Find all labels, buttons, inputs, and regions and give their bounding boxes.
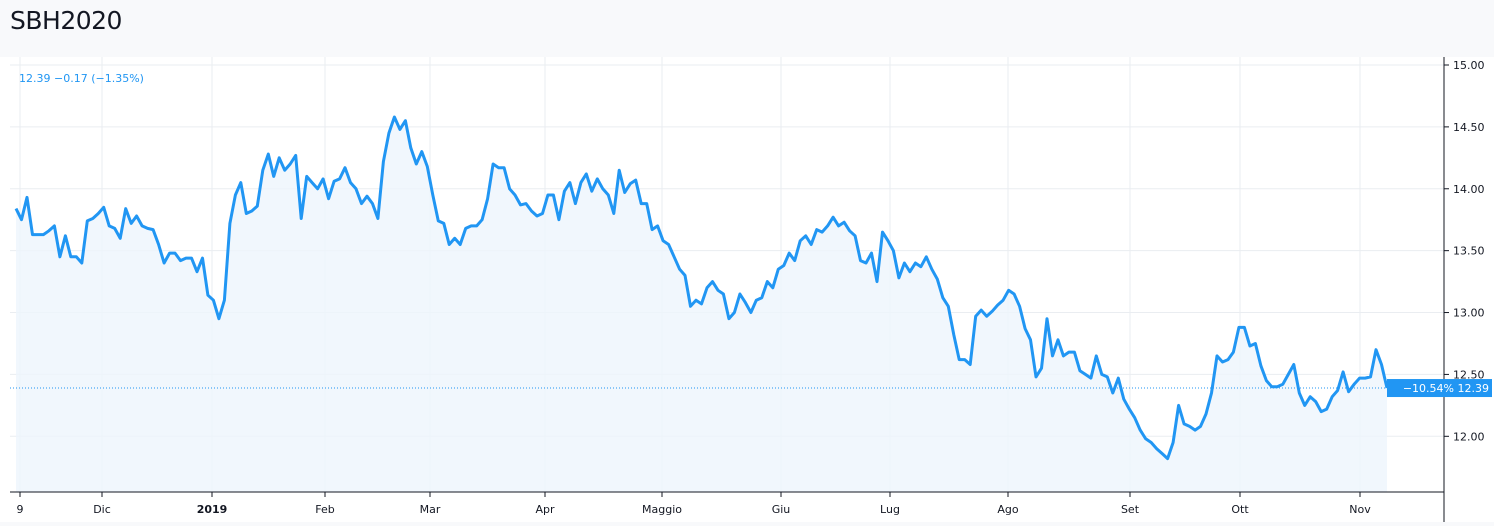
last-price-badge-bg bbox=[1387, 379, 1492, 398]
price-tick-label: 12.50 bbox=[1453, 368, 1485, 381]
time-tick-label: Giu bbox=[772, 503, 791, 516]
last-price-badge-label: −10.54% 12.39 bbox=[1403, 382, 1489, 395]
time-tick-label: Ott bbox=[1231, 503, 1249, 516]
price-legend: 12.39 −0.17 (−1.35%) bbox=[19, 72, 144, 85]
time-tick-label: 9 bbox=[17, 503, 24, 516]
price-tick-label: 13.00 bbox=[1453, 307, 1485, 320]
page-title: SBH2020 bbox=[10, 6, 122, 35]
time-tick-label: Dic bbox=[93, 503, 111, 516]
price-axis[interactable]: 12.00 12.50 13.00 13.50 14.00 14.50 15.00 bbox=[1444, 59, 1485, 443]
time-tick-label: Set bbox=[1121, 503, 1140, 516]
time-tick-label: Mar bbox=[420, 503, 441, 516]
price-chart[interactable]: 12.00 12.50 13.00 13.50 14.00 14.50 15.00 9 Dic… bbox=[0, 57, 1494, 522]
time-axis[interactable]: 9 Dic 2019 Feb Mar Apr Maggio Giu Lug Ago Set Ott No… bbox=[17, 492, 1372, 516]
price-tick-label: 15.00 bbox=[1453, 59, 1485, 72]
time-tick-label: Maggio bbox=[642, 503, 682, 516]
time-tick-label: Lug bbox=[880, 503, 900, 516]
chart-panel[interactable]: 12.00 12.50 13.00 13.50 14.00 14.50 15.00 9 Dic… bbox=[0, 57, 1494, 522]
price-line-series[interactable] bbox=[14, 115, 1389, 461]
time-tick-label: Nov bbox=[1349, 503, 1371, 516]
price-tick-label: 12.00 bbox=[1453, 430, 1485, 443]
time-tick-label: Apr bbox=[535, 503, 555, 516]
price-tick-label: 14.50 bbox=[1453, 121, 1485, 134]
price-tick-label: 14.00 bbox=[1453, 183, 1485, 196]
price-tick-label: 13.50 bbox=[1453, 245, 1485, 258]
time-tick-label: Feb bbox=[315, 503, 334, 516]
last-price-badge: −10.54% 12.39 bbox=[1387, 379, 1492, 398]
time-tick-label: 2019 bbox=[197, 503, 228, 516]
time-tick-label: Ago bbox=[997, 503, 1019, 516]
